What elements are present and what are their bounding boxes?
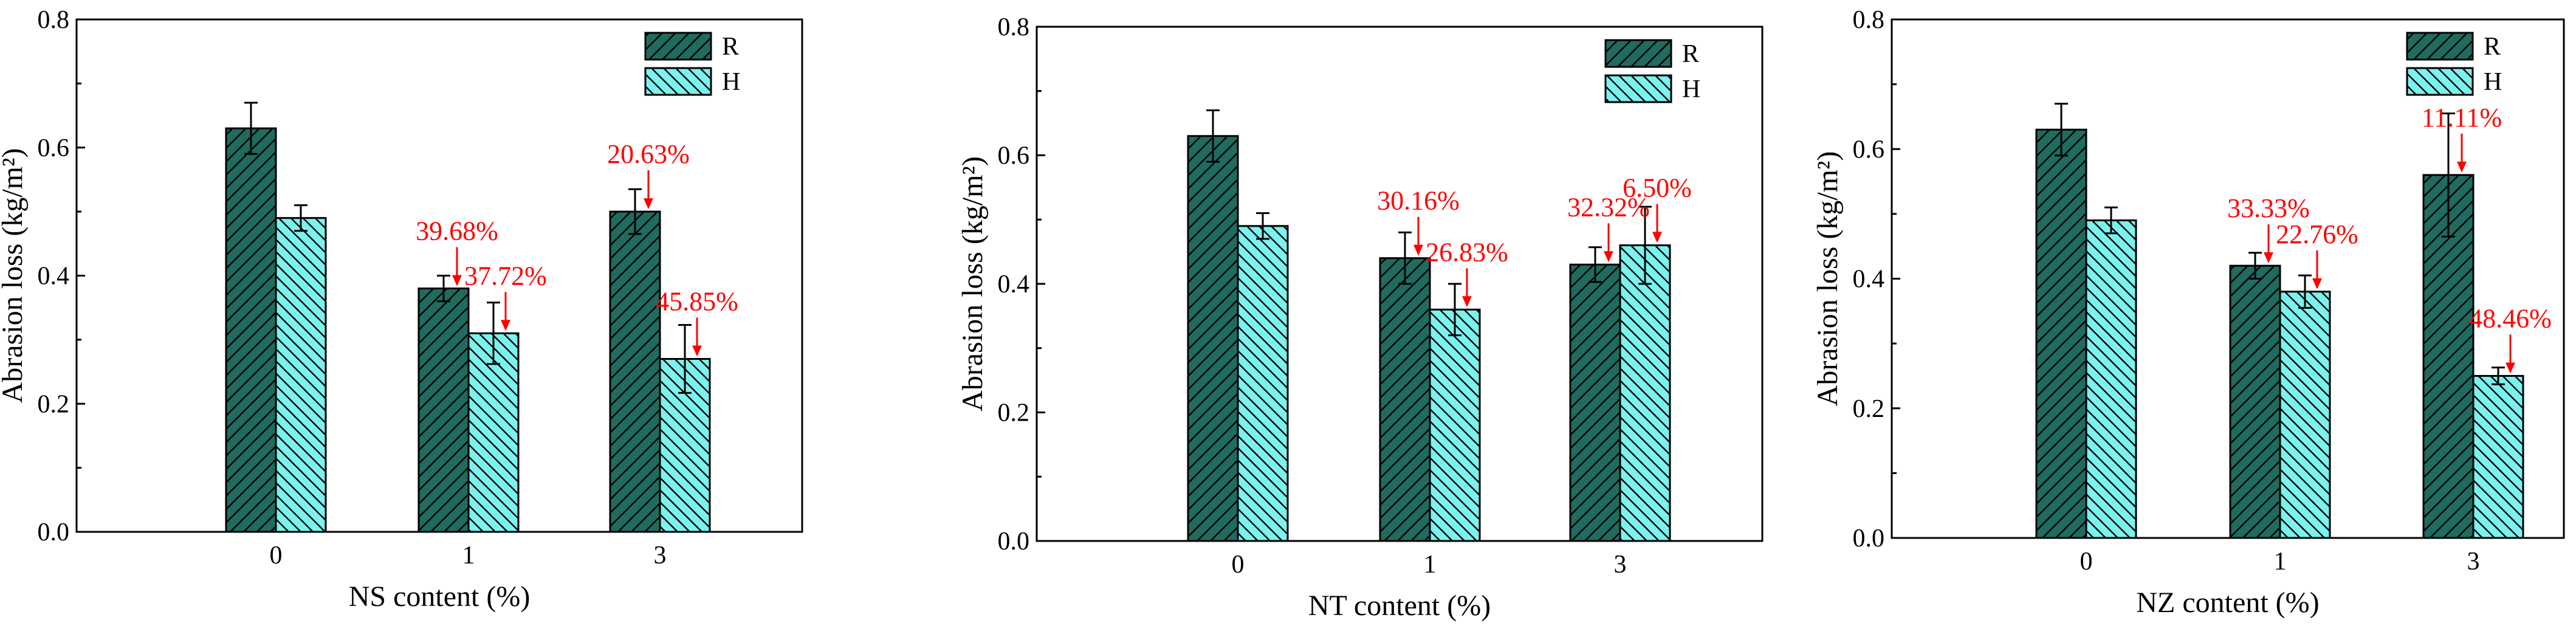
annotation-label: 48.46% [2469,303,2552,333]
bar-R-1 [417,288,470,533]
y-tick-label: 0.4 [1853,266,1885,294]
chart-panel-3: 0.0 0.2 0.4 0.6 0.8 Abrasion loss (kg/m²) 0 1 3 N… [1812,6,2565,619]
annotation-label: 6.50% [1623,173,1692,203]
y-tick-label: 0.4 [38,263,70,291]
y-tick-label: 0.0 [38,518,70,546]
annotation-label: 22.76% [2276,219,2358,249]
bar-H-1 [467,332,520,533]
y-tick-label: 0.8 [998,13,1030,41]
legend-swatch-R [1604,39,1672,68]
bar-R-0 [2035,128,2087,539]
annotation-arrowhead [2312,278,2322,289]
x-tick-label: 1 [1424,551,1437,579]
legend-label-H: H [2484,68,2502,96]
legend-swatch-R [644,32,712,61]
annotation-arrowhead [2264,252,2273,264]
annotation-label: 33.33% [2227,193,2310,223]
y-tick-label: 0.2 [38,390,70,418]
annotation-arrowhead [2457,161,2467,173]
legend-swatch-H [644,67,712,96]
legend-swatch-H [1604,74,1672,103]
annotation-label: 37.72% [464,261,547,291]
annotation-arrowhead [1652,232,1662,243]
annotation-arrowhead [1604,251,1613,263]
bar-H-0 [275,217,327,533]
annotation-label: 45.85% [656,286,738,316]
bar-H-0 [1237,225,1289,542]
y-tick-label: 0.6 [998,142,1030,170]
y-axis-label: Abrasion loss (kg/m²) [0,148,29,404]
annotation-arrowhead [452,275,462,286]
legend-label-H: H [1682,75,1700,103]
chart-panel-1: 0.0 0.2 0.4 0.6 0.8 Abrasion loss (kg/m²) 0 1 3 N… [0,6,803,613]
bar-H-1 [1429,308,1481,542]
x-tick-label: 0 [2080,548,2093,576]
y-axis-label: Abrasion loss (kg/m²) [957,156,989,411]
x-tick-label: 0 [1232,551,1245,579]
bar-H-1 [2279,291,2331,539]
legend-label-H: H [722,68,740,96]
y-axis-label: Abrasion loss (kg/m²) [1812,151,1844,407]
annotation-label: 39.68% [416,216,498,246]
y-tick-label: 0.6 [38,134,70,162]
bar-R-3 [609,210,661,533]
x-axis-label: NS content (%) [349,580,531,613]
annotation-label: 11.11% [2422,103,2502,133]
x-tick-label: 3 [2467,548,2480,576]
bar-H-0 [2085,219,2137,539]
annotation-arrowhead [692,345,702,357]
annotation-label: 26.83% [1426,237,1508,267]
annotation-arrowhead [1462,296,1472,308]
annotation-arrowhead [1413,244,1423,256]
y-tick-label: 0.0 [998,528,1030,556]
annotation-arrowhead [501,320,510,331]
annotation-label: 30.16% [1377,186,1460,216]
x-tick-label: 3 [1614,551,1627,579]
bar-R-1 [2229,264,2281,539]
chart-panel-2: 0.0 0.2 0.4 0.6 0.8 Abrasion loss (kg/m²) 0 1 3 N… [957,13,1764,622]
annotation-arrowhead [644,198,653,210]
y-tick-label: 0.4 [998,270,1030,298]
x-tick-label: 1 [462,542,475,570]
y-tick-label: 0.8 [38,6,70,34]
y-tick-label: 0.2 [1853,395,1885,423]
y-tick-label: 0.2 [998,399,1030,427]
legend-swatch-R [2406,32,2474,61]
x-tick-label: 0 [270,542,283,570]
bar-H-3 [2472,374,2524,539]
bar-H-3 [1619,244,1671,542]
y-tick-label: 0.8 [1853,6,1885,34]
y-tick-label: 0.6 [1853,136,1885,164]
y-tick-label: 0.0 [1853,525,1885,553]
bar-R-0 [1187,135,1239,542]
annotation-label: 20.63% [607,139,690,169]
legend-label-R: R [722,33,739,61]
x-tick-label: 1 [2274,548,2287,576]
legend-label-R: R [2484,33,2501,61]
legend-label-R: R [1682,40,1699,68]
bar-R-1 [1379,257,1431,542]
annotation-arrowhead [2506,362,2515,374]
annotation-label: 32.32% [1567,192,1650,222]
bar-R-3 [1569,263,1621,542]
x-tick-label: 3 [654,542,667,570]
x-axis-label: NT content (%) [1308,590,1491,622]
x-axis-label: NZ content (%) [2136,587,2319,619]
bar-R-0 [225,127,277,533]
legend-swatch-H [2406,67,2474,96]
